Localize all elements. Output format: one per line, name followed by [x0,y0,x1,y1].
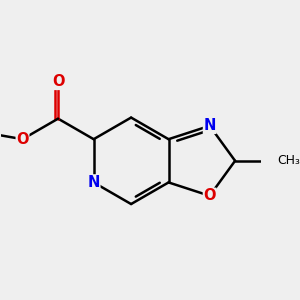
Text: O: O [16,132,29,147]
Text: O: O [52,74,64,89]
Text: CH₃: CH₃ [278,154,300,167]
Text: N: N [88,175,100,190]
Text: N: N [203,118,216,133]
Text: O: O [203,188,216,203]
